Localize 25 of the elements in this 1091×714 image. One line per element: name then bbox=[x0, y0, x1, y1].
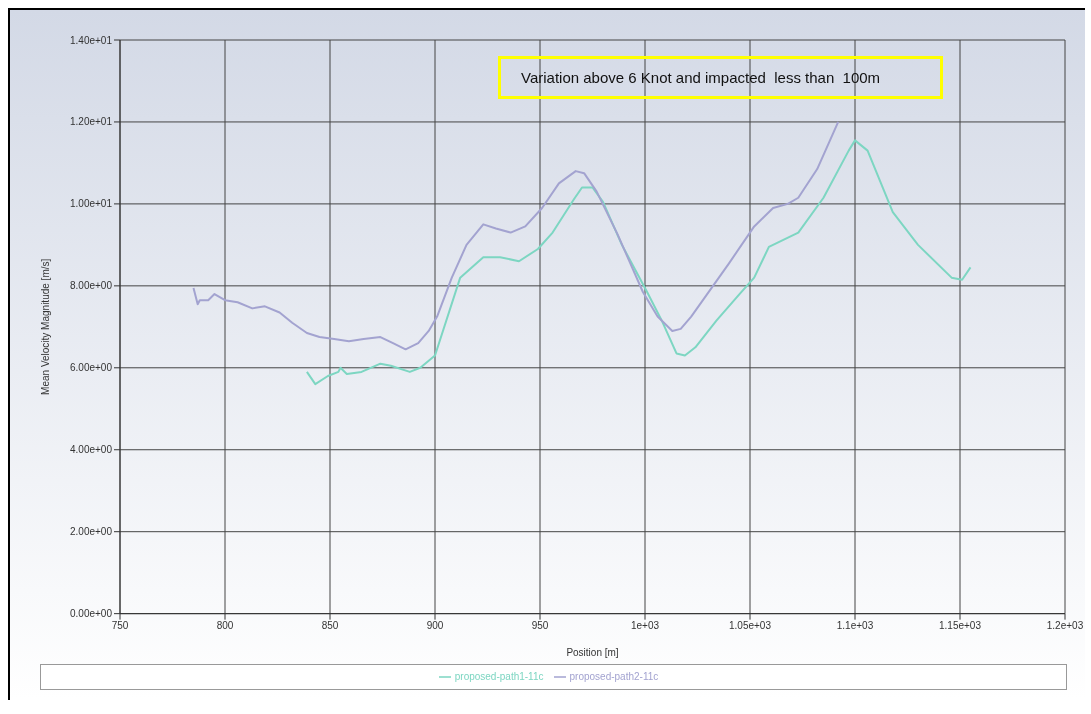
y-tick-label: 0.00e+00 bbox=[70, 608, 113, 620]
y-tick-label: 1.40e+01 bbox=[70, 34, 113, 46]
y-axis-title: Mean Velocity Magnitude [m/s] bbox=[39, 258, 51, 395]
y-tick-label: 8.00e+00 bbox=[70, 280, 113, 292]
line-series bbox=[305, 139, 972, 386]
line-series bbox=[192, 120, 840, 351]
y-tick-label: 6.00e+00 bbox=[70, 362, 113, 374]
y-tick-label: 4.00e+00 bbox=[70, 444, 113, 456]
x-tick-label: 1.05e+03 bbox=[729, 619, 772, 631]
x-tick-label: 850 bbox=[321, 619, 339, 631]
x-tick-label: 1.2e+03 bbox=[1046, 619, 1084, 631]
y-tick-label: 1.00e+01 bbox=[70, 198, 113, 210]
y-tick-label: 2.00e+00 bbox=[70, 526, 113, 538]
x-axis-title: Position [m] bbox=[566, 646, 619, 658]
legend-label: proposed-path1-11c bbox=[454, 670, 544, 682]
y-tick-label: 1.20e+01 bbox=[70, 116, 113, 128]
x-tick-label: 950 bbox=[531, 619, 549, 631]
x-tick-label: 900 bbox=[426, 619, 444, 631]
annotation-frame: Variation above 6 Knot and impacted less than 100m bbox=[498, 56, 944, 99]
x-tick-label: 750 bbox=[111, 619, 129, 631]
x-tick-label: 1.1e+03 bbox=[836, 619, 874, 631]
legend-label: proposed-path2-11c bbox=[569, 670, 659, 682]
x-tick-label: 800 bbox=[216, 619, 234, 631]
x-tick-label: 1.15e+03 bbox=[939, 619, 982, 631]
x-tick-label: 1e+03 bbox=[630, 619, 660, 631]
